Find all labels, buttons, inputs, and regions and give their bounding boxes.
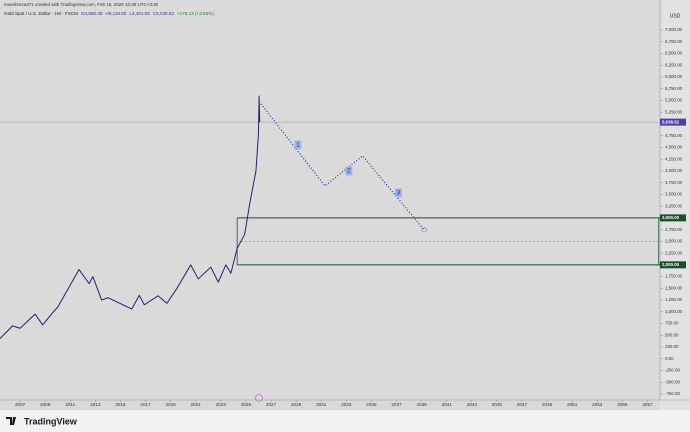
plot-area <box>0 0 660 400</box>
x-tick-label: 2011 <box>65 402 75 407</box>
x-tick-label: 2041 <box>442 402 453 407</box>
wave-badge <box>294 140 302 150</box>
x-tick-label: 2027 <box>266 402 277 407</box>
y-tick-label: -500.00 <box>665 379 680 384</box>
y-tick-label: 250.00 <box>665 344 679 349</box>
ohlc-value: C5,038.52 <box>153 11 175 16</box>
x-tick-label: 2031 <box>316 402 327 407</box>
y-tick-label: 5,500.00 <box>665 98 683 103</box>
ohlc-value: +178.13 (+3.66%) <box>177 11 214 16</box>
wave-badge <box>345 166 353 176</box>
x-tick-label: 2057 <box>642 402 653 407</box>
x-tick-label: 2015 <box>115 402 126 407</box>
x-tick-label: 2007 <box>15 402 26 407</box>
y-tick-label: 1,250.00 <box>665 297 683 302</box>
y-tick-label: 2,250.00 <box>665 250 683 255</box>
ohlc-value: H5,118.80 <box>106 11 127 16</box>
zone-label: 3,000.00 <box>662 215 680 220</box>
y-tick-label: 4,750.00 <box>665 133 683 138</box>
y-tick-label: 1,000.00 <box>665 309 683 314</box>
price-tag <box>660 118 686 126</box>
zone-label: 2,000.00 <box>662 262 680 267</box>
chart-title: Gold Spot / U.S. Dollar · 1M · FXCM O4,86… <box>4 11 214 16</box>
wave-label: 3 <box>397 190 401 197</box>
title-text: Gold Spot / U.S. Dollar · 1M · FXCM <box>4 11 78 16</box>
y-tick-label: -250.00 <box>665 368 680 373</box>
y-tick-label: 5,250.00 <box>665 109 683 114</box>
y-tick-label: 6,000.00 <box>665 74 683 79</box>
event-icon <box>255 394 263 402</box>
price-tag <box>660 214 686 222</box>
y-tick-label: 0.00 <box>665 356 674 361</box>
x-tick-label: 2043 <box>467 402 478 407</box>
logo: TradingView <box>6 416 78 426</box>
x-tick-label: 2053 <box>592 402 603 407</box>
x-tick-label: 2023 <box>216 402 227 407</box>
x-tick-label: 2025 <box>241 402 252 407</box>
x-tick-label: 2009 <box>40 402 51 407</box>
y-tick-label: 3,500.00 <box>665 192 683 197</box>
wave-label: 1 <box>296 142 300 149</box>
y-tick-label: 3,250.00 <box>665 203 683 208</box>
price-tag <box>660 261 686 269</box>
y-tick-label: 6,250.00 <box>665 62 683 67</box>
y-tick-label: 2,750.00 <box>665 227 683 232</box>
wave-label: 2 <box>347 168 351 175</box>
projection-path <box>260 103 425 231</box>
y-tick-label: 7,000.00 <box>665 27 683 32</box>
y-tick-label: 4,250.00 <box>665 156 683 161</box>
y-tick-label: 2,500.00 <box>665 239 683 244</box>
x-tick-label: 2033 <box>341 402 352 407</box>
header: moeshreza371 created with TradingView.co… <box>4 2 159 7</box>
x-tick-label: 2021 <box>191 402 202 407</box>
projection-end <box>421 227 427 233</box>
y-tick-label: 4,500.00 <box>665 145 683 150</box>
x-tick-label: 2049 <box>542 402 553 407</box>
y-tick-label: 6,500.00 <box>665 51 683 56</box>
x-tick-label: 2055 <box>617 402 628 407</box>
price-line <box>0 95 261 339</box>
y-tick-label: 5,750.00 <box>665 86 683 91</box>
footer-bar <box>0 410 690 432</box>
x-tick-label: 2029 <box>291 402 302 407</box>
x-tick-label: 2035 <box>366 402 377 407</box>
x-tick-label: 2039 <box>416 402 427 407</box>
x-tick-label: 2045 <box>492 402 503 407</box>
y-tick-label: 3,750.00 <box>665 180 683 185</box>
x-tick-label: 2047 <box>517 402 528 407</box>
y-tick-label: 500.00 <box>665 332 679 337</box>
logo-mark <box>6 417 16 425</box>
currency: USD <box>670 13 681 19</box>
y-tick-label: -750.00 <box>665 391 680 396</box>
x-tick-label: 2013 <box>90 402 101 407</box>
last-price-label: 5,038.52 <box>662 119 680 124</box>
x-tick-label: 2051 <box>567 402 578 407</box>
price-axis <box>660 0 690 410</box>
y-tick-label: 1,500.00 <box>665 285 683 290</box>
y-tick-label: 4,000.00 <box>665 168 683 173</box>
ohlc-value: L4,401.05 <box>129 11 150 16</box>
x-tick-label: 2037 <box>391 402 402 407</box>
footer-brand: TradingView <box>24 416 78 426</box>
x-tick-label: 2019 <box>166 402 177 407</box>
y-tick-label: 1,750.00 <box>665 274 683 279</box>
x-tick-label: 2017 <box>140 402 151 407</box>
wave-badge <box>394 188 402 198</box>
y-tick-label: 6,750.00 <box>665 39 683 44</box>
y-tick-label: 750.00 <box>665 321 679 326</box>
ohlc-value: O4,860.39 <box>81 11 103 16</box>
